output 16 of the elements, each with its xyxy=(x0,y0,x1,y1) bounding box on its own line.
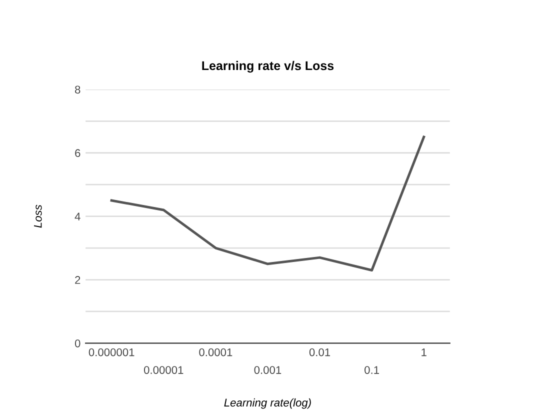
x-tick-label: 0.1 xyxy=(364,366,379,374)
x-tick-label: 0.0001 xyxy=(199,348,232,356)
y-tick-label: 8 xyxy=(75,86,80,94)
y-tick-label: 2 xyxy=(75,276,80,284)
y-tick-label: 6 xyxy=(75,149,80,158)
y-tick-label: 0 xyxy=(74,339,80,348)
x-axis-title: Learning rate(log) xyxy=(224,398,311,409)
chart-title: Learning rate v/s Loss xyxy=(202,60,334,73)
x-tick-label: 0.001 xyxy=(254,366,282,374)
x-tick-label: 1 xyxy=(422,348,426,356)
line-series xyxy=(110,136,426,272)
x-tick-label: 0.00001 xyxy=(144,366,184,374)
x-tick-label: 0.000001 xyxy=(88,348,134,356)
x-tick-label: 0.01 xyxy=(309,348,330,356)
y-axis-title: Loss xyxy=(34,204,42,228)
y-tick-label: 4 xyxy=(74,212,80,220)
